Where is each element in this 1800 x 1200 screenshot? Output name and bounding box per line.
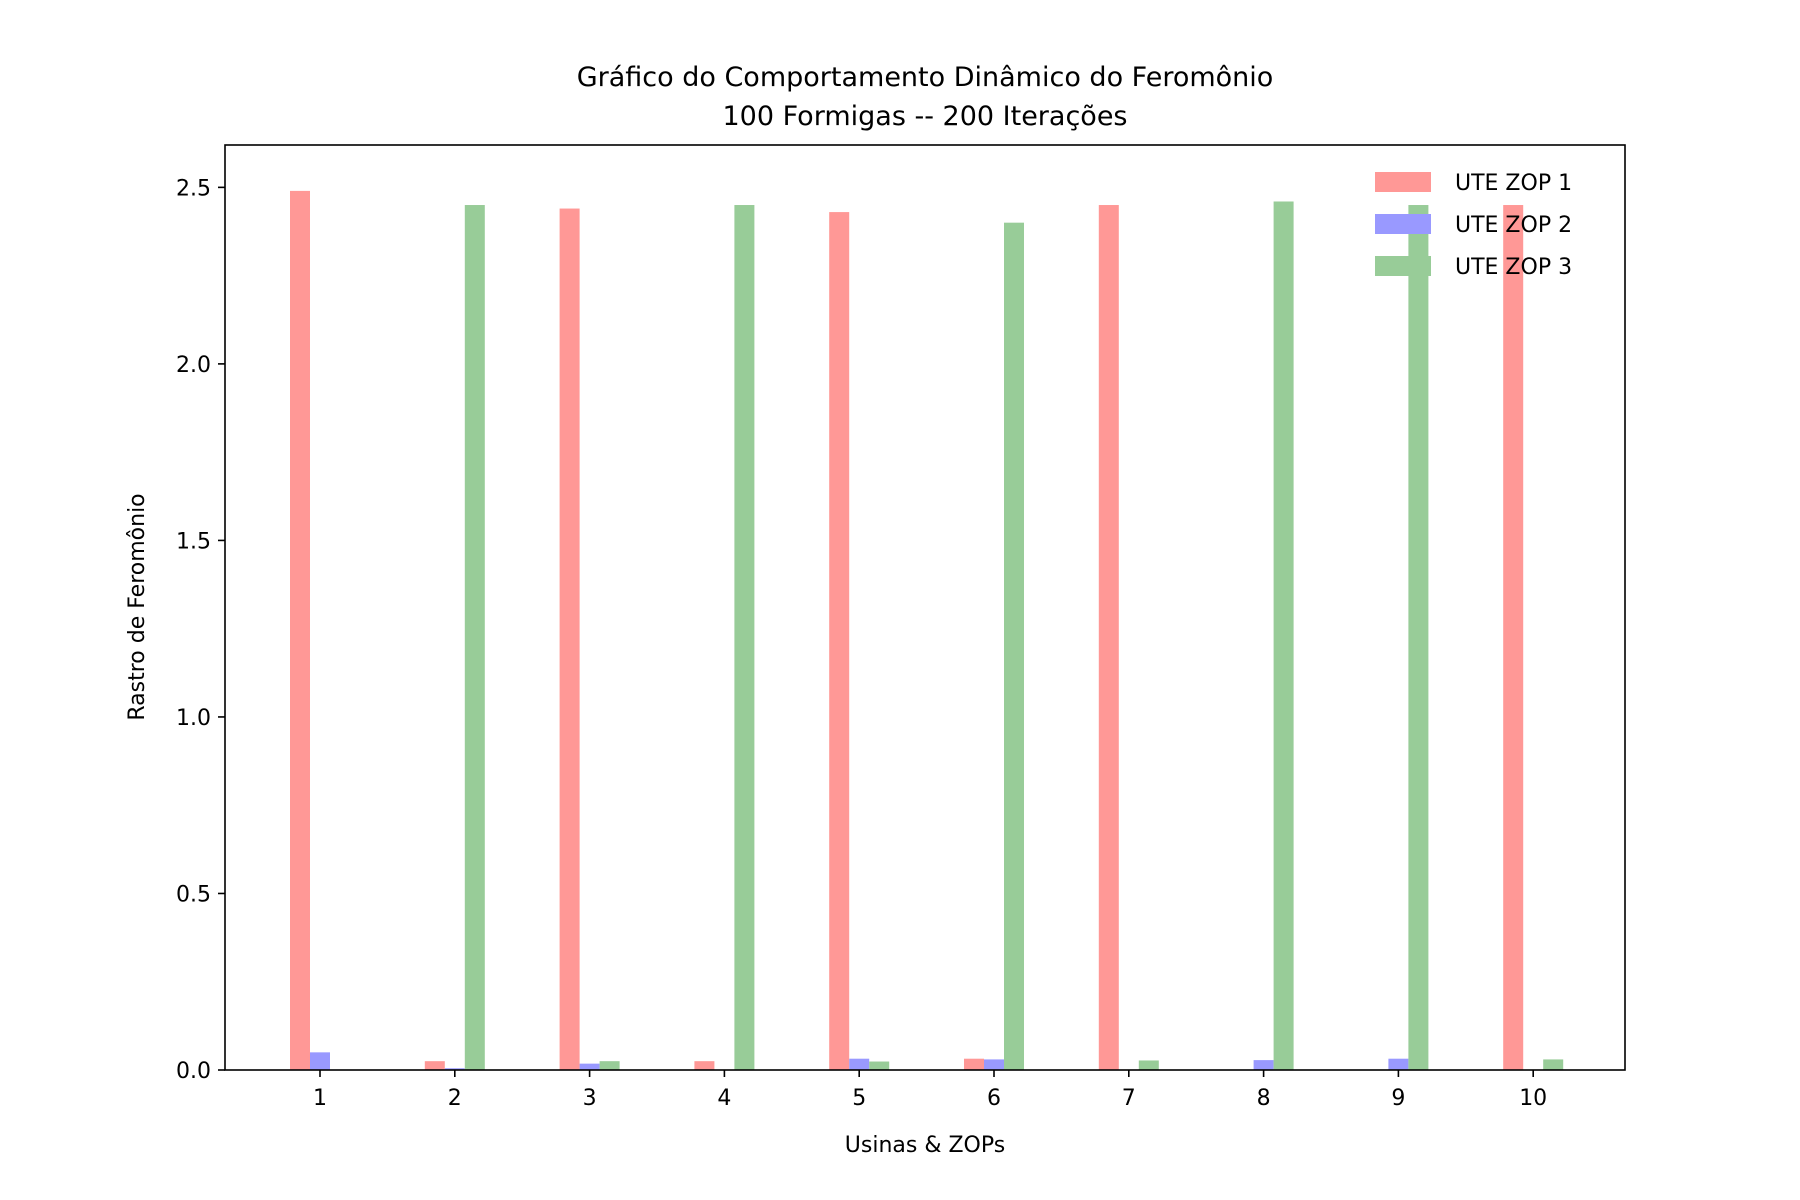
bar-2-3 [579, 1063, 600, 1070]
bar-3-4 [734, 205, 755, 1070]
bar-2-2 [444, 1068, 465, 1070]
bar-3-3 [599, 1061, 620, 1070]
x-tick-label: 9 [1391, 1086, 1405, 1111]
bar-1-7 [1098, 205, 1119, 1070]
x-tick-label: 7 [1122, 1086, 1136, 1111]
x-ticks-group: 1 2 3 4 5 6 7 8 9 10 [313, 1070, 1547, 1111]
x-tick-label: 3 [583, 1086, 597, 1111]
legend-swatch-2 [1375, 214, 1431, 234]
x-tick-label: 1 [313, 1086, 327, 1111]
chart-title: Gráfico do Comportamento Dinâmico do Fer… [577, 62, 1274, 93]
bar-2-6 [984, 1059, 1004, 1070]
y-axis-label: Rastro de Feromônio [125, 493, 150, 720]
y-tick-label: 2.5 [176, 176, 211, 201]
bar-1-10 [1503, 205, 1524, 1070]
bar-2-1 [310, 1052, 330, 1070]
chart-subtitle: 100 Formigas -- 200 Iterações [723, 101, 1128, 132]
bar-1-3 [559, 208, 580, 1070]
legend-label-3: UTE ZOP 3 [1455, 255, 1572, 280]
x-tick-label: 4 [717, 1086, 731, 1111]
bar-3-10 [1543, 1059, 1564, 1070]
bar-2-8 [1253, 1060, 1274, 1070]
x-tick-label: 8 [1257, 1086, 1271, 1111]
bar-2-5 [849, 1058, 870, 1070]
x-tick-label: 2 [448, 1086, 462, 1111]
legend-label-2: UTE ZOP 2 [1455, 213, 1572, 238]
legend-swatch-3 [1375, 256, 1431, 276]
bar-3-5 [869, 1061, 890, 1070]
y-tick-label: 0.5 [176, 882, 211, 907]
plot-area-frame [224, 144, 1626, 1071]
bar-3-6 [1004, 222, 1024, 1070]
legend-swatch-1 [1375, 172, 1431, 192]
bar-1-4 [694, 1061, 715, 1070]
y-ticks-group: 0.0 0.5 1.0 1.5 2.0 2.5 [176, 176, 225, 1084]
y-tick-label: 1.5 [176, 529, 211, 554]
x-tick-label: 10 [1519, 1086, 1547, 1111]
bar-3-9 [1408, 205, 1429, 1070]
x-axis-label: Usinas & ZOPs [845, 1133, 1005, 1158]
bar-1-5 [829, 212, 850, 1071]
legend-label-1: UTE ZOP 1 [1455, 171, 1572, 196]
y-tick-label: 0.0 [176, 1059, 211, 1084]
x-tick-label: 6 [987, 1086, 1001, 1111]
bar-2-9 [1388, 1058, 1409, 1070]
bar-3-8 [1273, 201, 1294, 1071]
x-tick-label: 5 [852, 1086, 866, 1111]
bar-1-6 [964, 1058, 984, 1070]
legend: UTE ZOP 1 UTE ZOP 2 UTE ZOP 3 [1375, 171, 1572, 280]
bar-3-2 [464, 205, 485, 1070]
bar-1-1 [290, 190, 310, 1070]
y-tick-label: 2.0 [176, 353, 211, 378]
bar-3-7 [1138, 1060, 1159, 1070]
bars-group [290, 190, 1564, 1071]
bar-1-2 [424, 1061, 445, 1070]
y-tick-label: 1.0 [176, 706, 211, 731]
